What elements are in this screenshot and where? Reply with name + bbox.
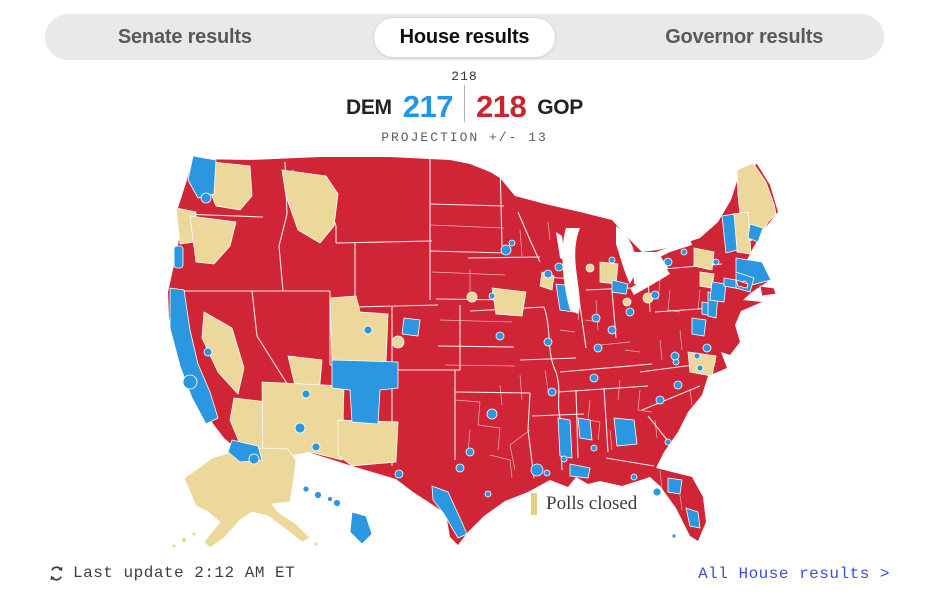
- majority-marker: 218: [451, 69, 478, 84]
- seat-count-row: DEM 217 218 GOP: [346, 85, 583, 122]
- polls-closed-label: Polls closed: [546, 493, 638, 514]
- results-tabbar: Senate results House results Governor re…: [45, 14, 884, 60]
- last-update-text: Last update 2:12 AM ET: [73, 564, 296, 582]
- hawaii: [302, 485, 373, 545]
- house-scoreboard: 218 DEM 217 218 GOP PROJECTION +/- 13: [0, 70, 929, 145]
- state-borders: [172, 158, 723, 479]
- gop-accent-regions: [735, 279, 777, 297]
- alaska: [183, 447, 311, 549]
- tab-senate-label: Senate results: [117, 25, 252, 48]
- dem-seat-count: 217: [402, 89, 454, 124]
- gop-seat-count: 218: [475, 89, 527, 124]
- last-update-status: Last update 2:12 AM ET: [48, 564, 295, 582]
- tab-house-results[interactable]: House results: [325, 14, 605, 60]
- all-house-results-link[interactable]: All House results >: [698, 565, 890, 583]
- tab-governor-results[interactable]: Governor results: [604, 14, 884, 60]
- district-borders: [429, 221, 701, 511]
- polls-closed-swatch: [531, 493, 537, 515]
- dem-regions: [169, 155, 772, 545]
- house-districts-map[interactable]: [150, 148, 790, 560]
- us-map-svg[interactable]: [150, 148, 790, 560]
- tab-senate-results[interactable]: Senate results: [45, 14, 325, 60]
- map-legend: Polls closed: [531, 493, 637, 515]
- great-lakes: [556, 226, 692, 314]
- majority-divider: [463, 85, 465, 122]
- projection-note: PROJECTION +/- 13: [381, 130, 548, 145]
- refresh-icon[interactable]: [48, 565, 65, 582]
- tab-governor-label: Governor results: [665, 25, 824, 48]
- tab-house-label: House results: [373, 17, 556, 57]
- polls-closed-regions: [171, 161, 777, 549]
- dem-label: DEM: [345, 96, 392, 119]
- gop-label: GOP: [537, 96, 583, 119]
